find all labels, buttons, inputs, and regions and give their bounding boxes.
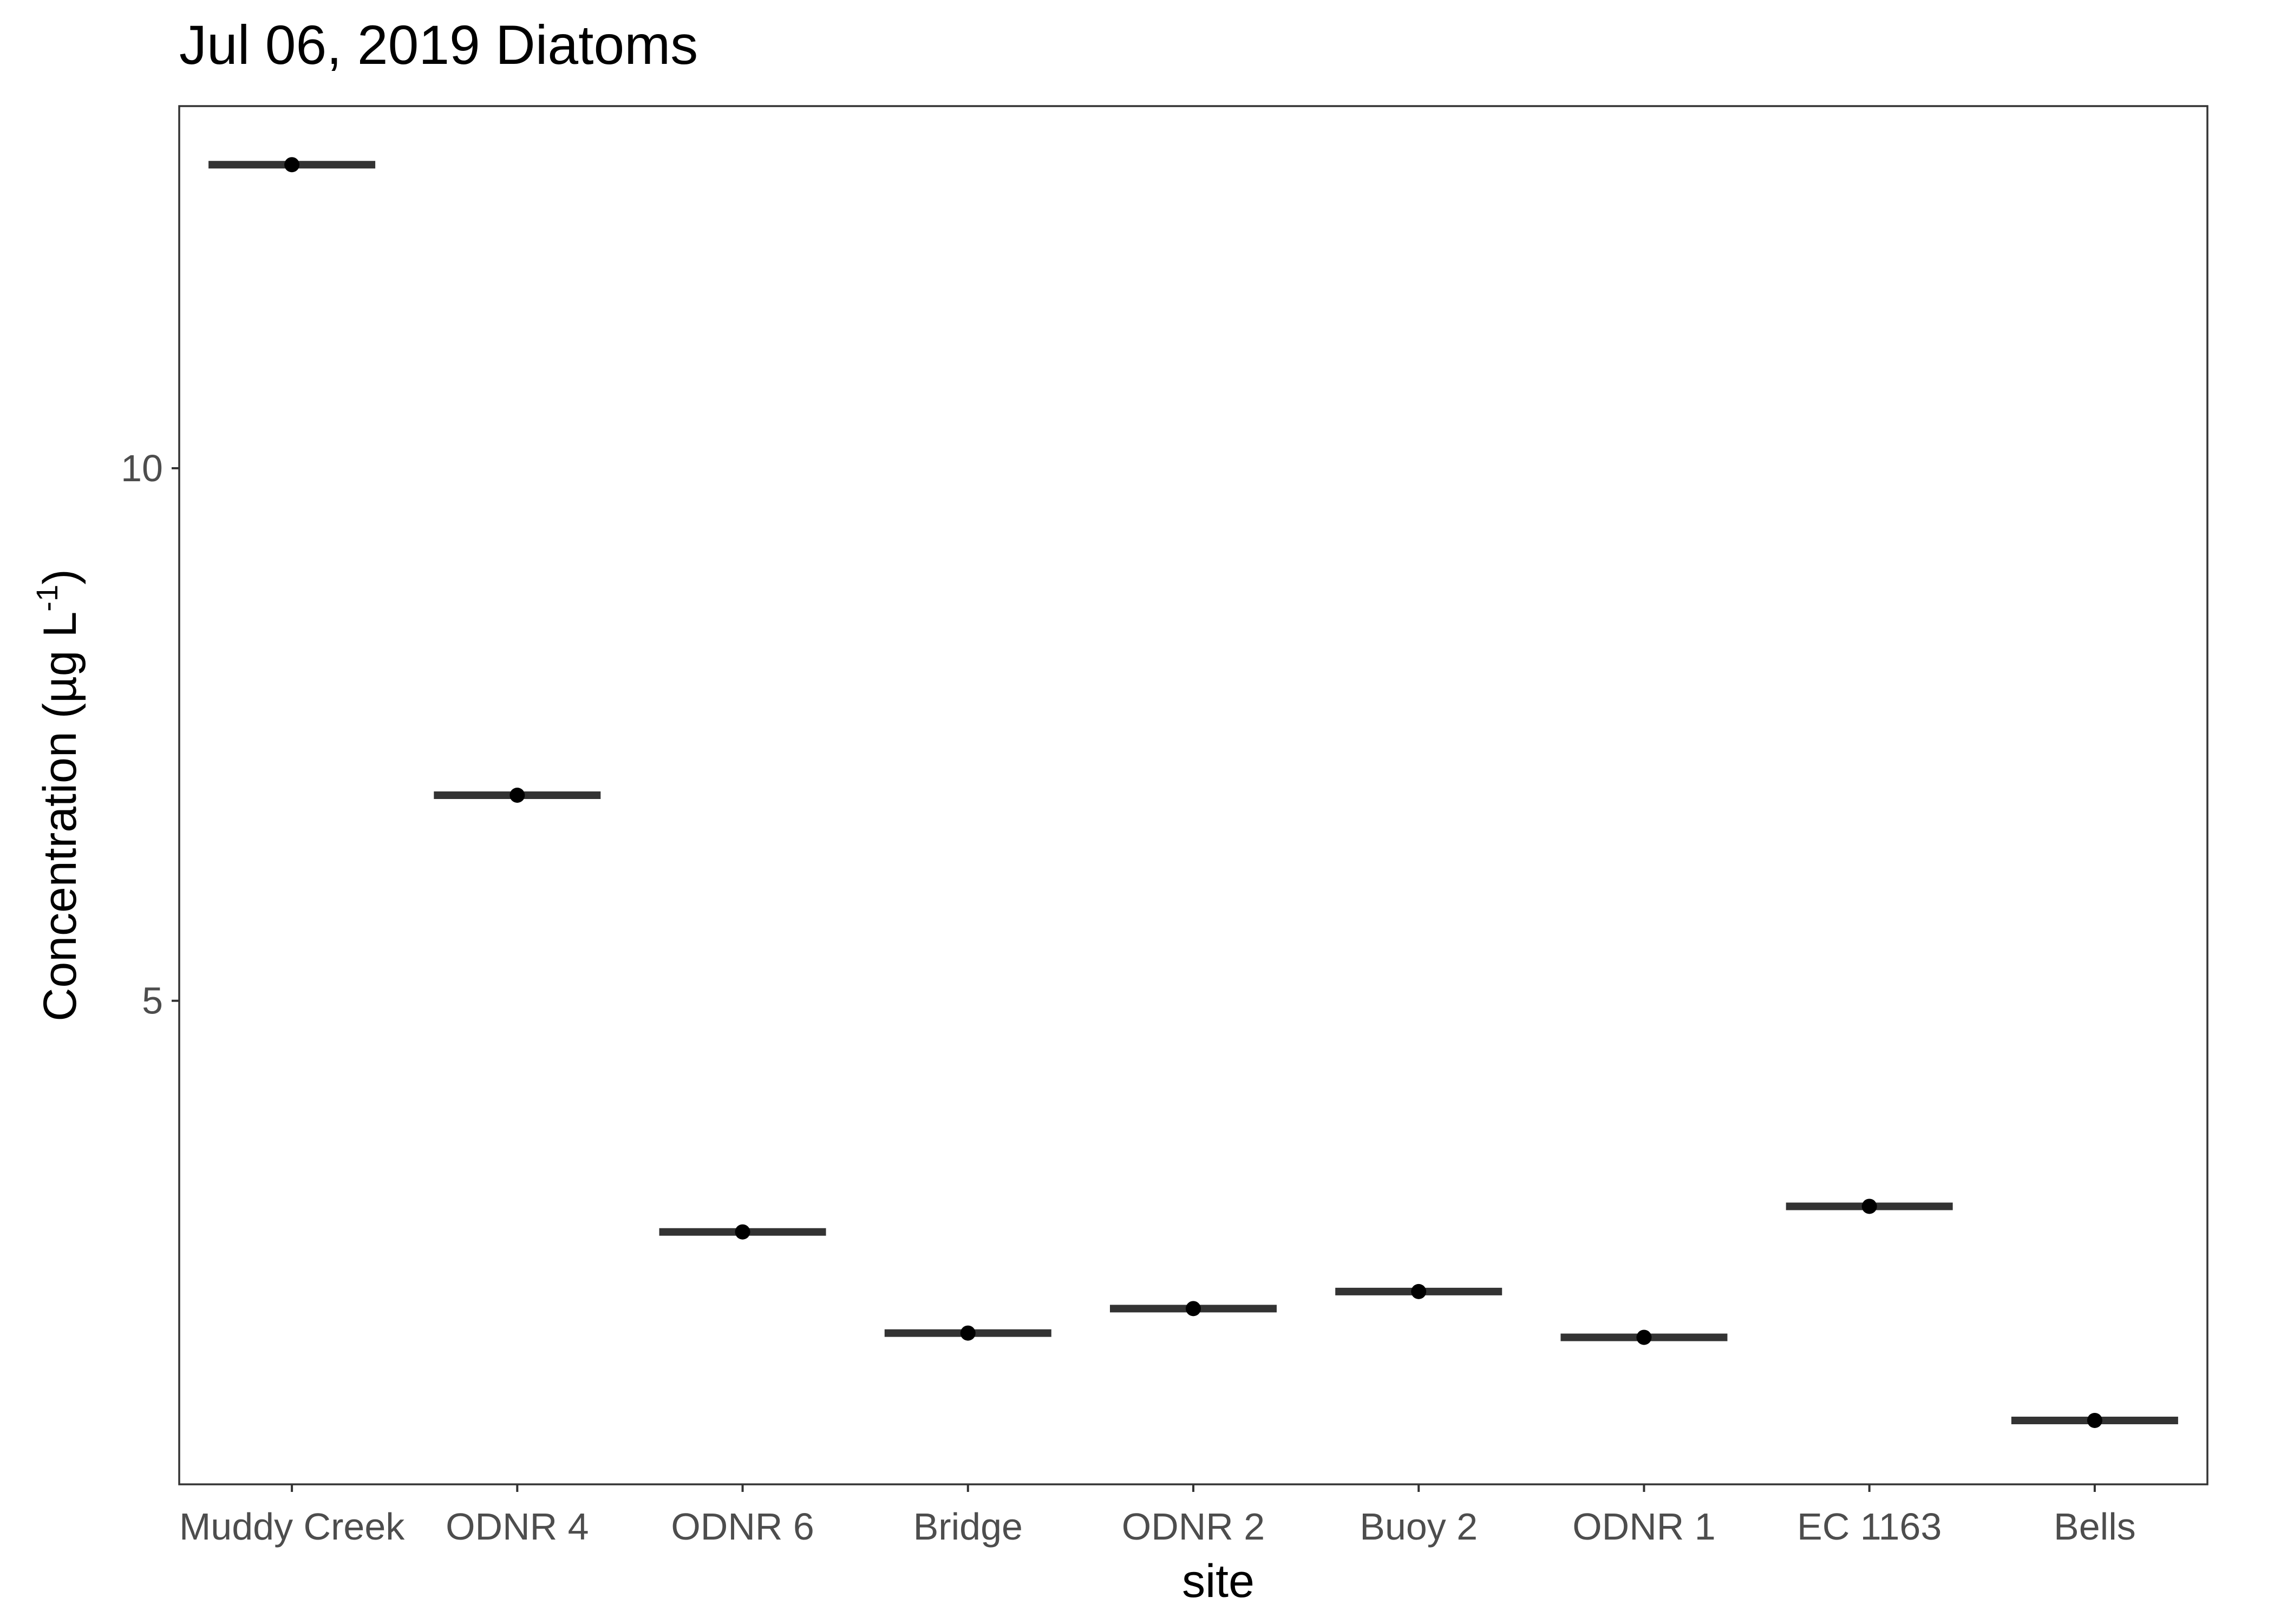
x-axis-title: site (1182, 1555, 1254, 1607)
chart-title: Jul 06, 2019 Diatoms (179, 14, 698, 76)
data-point (509, 788, 525, 803)
x-tick-label: Buoy 2 (1360, 1505, 1478, 1548)
y-axis-title-main: Concentration (µg L (34, 612, 86, 1021)
x-tick-label: Muddy Creek (179, 1505, 405, 1548)
data-point (735, 1224, 750, 1240)
y-axis-title-close: ) (34, 569, 86, 585)
x-tick-label: ODNR 4 (446, 1505, 589, 1548)
x-tick-label: Bells (2054, 1505, 2136, 1548)
y-axis-title-superscript: -1 (30, 585, 64, 612)
x-axis: Muddy Creek ODNR 4 ODNR 6 Bridge ODNR 2 Buoy … (179, 1484, 2136, 1548)
x-tick-label: ODNR 2 (1122, 1505, 1265, 1548)
x-tick-label: Bridge (913, 1505, 1023, 1548)
y-axis: 5 10 (121, 447, 179, 1022)
data-point (1861, 1199, 1877, 1214)
x-tick-label: EC 1163 (1797, 1505, 1942, 1548)
y-tick-label: 5 (142, 980, 163, 1022)
y-tick-label: 10 (121, 447, 163, 489)
data-point (1411, 1284, 1427, 1299)
data-point (1636, 1330, 1652, 1345)
data-point (960, 1325, 976, 1341)
data-point (2087, 1412, 2102, 1428)
data-point (1186, 1301, 1201, 1317)
y-axis-title: Concentration (µg L-1) (30, 569, 86, 1021)
x-tick-label: ODNR 6 (671, 1505, 814, 1548)
data-point (284, 157, 300, 173)
x-tick-label: ODNR 1 (1572, 1505, 1715, 1548)
data-marks (208, 157, 2178, 1428)
